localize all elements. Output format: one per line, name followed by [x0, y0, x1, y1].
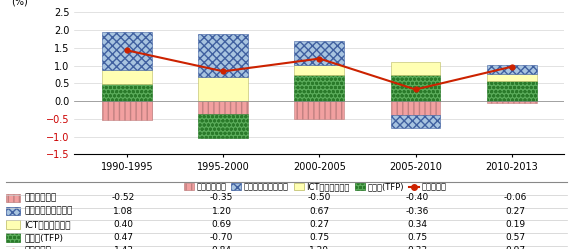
Bar — [198, 101, 248, 114]
Text: 0.75: 0.75 — [309, 233, 329, 242]
Bar — [391, 74, 441, 101]
Text: 0.84: 0.84 — [211, 246, 231, 249]
Text: 0.57: 0.57 — [505, 233, 525, 242]
Text: -0.36: -0.36 — [406, 207, 429, 216]
Text: 0.47: 0.47 — [113, 233, 134, 242]
Legend: 勔働サービス, 一般財資本サービス, ICT資本サービス, その他(TFP), 経済成長率: 勔働サービス, 一般財資本サービス, ICT資本サービス, その他(TFP), … — [180, 179, 450, 195]
Text: -0.50: -0.50 — [308, 193, 331, 202]
Text: 1.43: 1.43 — [113, 246, 134, 249]
Text: 0.40: 0.40 — [113, 220, 134, 229]
Bar — [295, 101, 344, 119]
Text: ICT資本サービス: ICT資本サービス — [24, 220, 70, 229]
Bar — [391, 62, 441, 74]
Text: 経済成長率: 経済成長率 — [24, 246, 51, 249]
Text: 0.27: 0.27 — [309, 220, 329, 229]
Text: その他(TFP): その他(TFP) — [24, 233, 63, 242]
Text: -0.40: -0.40 — [406, 193, 429, 202]
Text: 0.19: 0.19 — [505, 220, 525, 229]
Text: -0.52: -0.52 — [112, 193, 135, 202]
Bar — [103, 101, 152, 120]
Bar — [295, 74, 344, 101]
Text: 0.97: 0.97 — [505, 246, 525, 249]
Text: 0.33: 0.33 — [407, 246, 427, 249]
Bar — [486, 81, 536, 101]
Text: 0.34: 0.34 — [407, 220, 427, 229]
Bar — [391, 115, 441, 128]
Bar — [103, 84, 152, 101]
Bar — [198, 34, 248, 77]
Bar — [391, 101, 441, 115]
Text: -0.70: -0.70 — [210, 233, 233, 242]
Text: 1.08: 1.08 — [113, 207, 134, 216]
Text: 勔働サービス: 勔働サービス — [24, 193, 56, 202]
Text: -0.35: -0.35 — [210, 193, 233, 202]
Bar — [198, 77, 248, 101]
Text: (%): (%) — [11, 0, 28, 7]
FancyBboxPatch shape — [6, 220, 20, 229]
Bar — [295, 41, 344, 65]
FancyBboxPatch shape — [6, 194, 20, 202]
Text: 1.20: 1.20 — [211, 207, 231, 216]
Text: 0.27: 0.27 — [505, 207, 525, 216]
Text: 0.75: 0.75 — [407, 233, 427, 242]
Text: -0.06: -0.06 — [504, 193, 527, 202]
Bar — [198, 114, 248, 138]
Text: 一般財資本サービス: 一般財資本サービス — [24, 207, 72, 216]
Bar — [486, 64, 536, 74]
Text: 0.69: 0.69 — [211, 220, 231, 229]
Text: 1.20: 1.20 — [309, 246, 329, 249]
Bar — [486, 101, 536, 103]
FancyBboxPatch shape — [6, 234, 20, 242]
Bar — [103, 70, 152, 84]
Text: 0.67: 0.67 — [309, 207, 329, 216]
Bar — [103, 32, 152, 70]
Bar — [486, 74, 536, 81]
FancyBboxPatch shape — [6, 207, 20, 215]
Bar — [295, 65, 344, 74]
